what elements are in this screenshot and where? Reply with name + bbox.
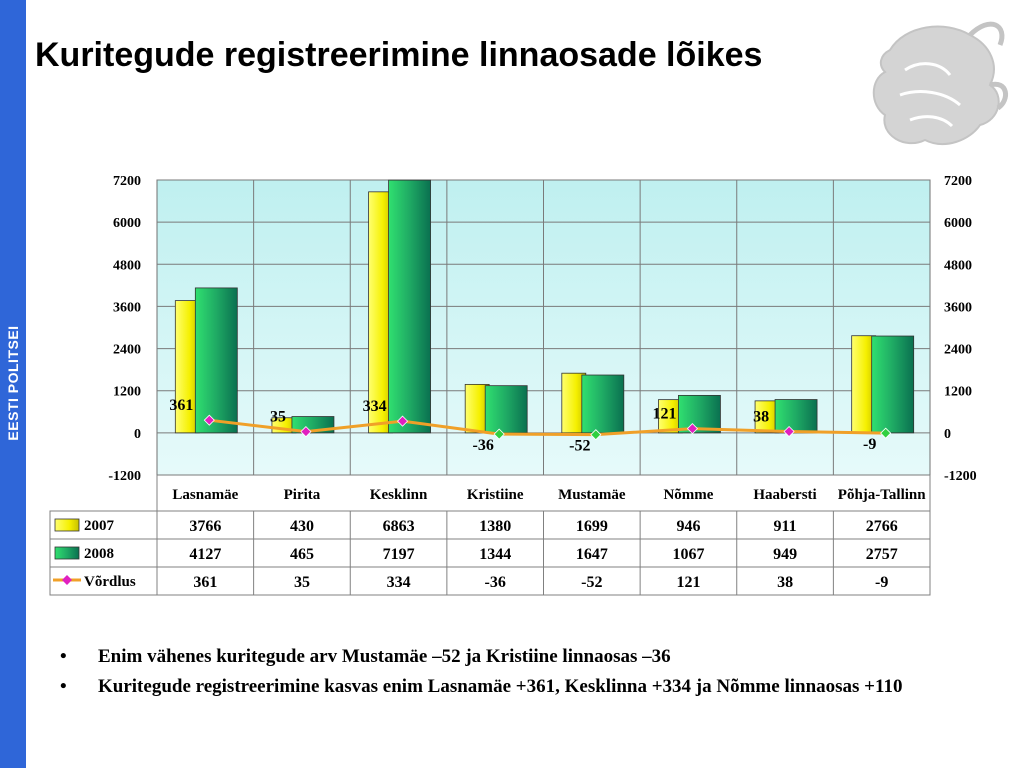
y-tick-label-left: -1200 xyxy=(108,469,141,484)
table-cell: 3766 xyxy=(189,518,221,535)
point-vordlus xyxy=(880,427,892,439)
y-tick-label-left: 7200 xyxy=(113,174,141,189)
bullet-item: Enim vähenes kuritegude arv Mustamäe –52… xyxy=(60,645,960,669)
series-line-vordlus xyxy=(209,418,886,437)
y-tick-label-right: 3600 xyxy=(944,300,972,315)
bar-2008 xyxy=(678,394,721,434)
legend-label-vordlus: Võrdlus xyxy=(84,574,136,590)
category-label: Mustamäe xyxy=(558,487,626,503)
y-tick-label-right: 7200 xyxy=(944,174,972,189)
y-tick-label-left: 6000 xyxy=(113,216,141,231)
point-vordlus xyxy=(493,428,505,440)
table-cell: 35 xyxy=(294,574,310,591)
y-tick-label-left: 0 xyxy=(134,427,141,442)
legend-label-2008: 2008 xyxy=(84,546,114,562)
table-cell: -52 xyxy=(581,574,602,591)
point-vordlus xyxy=(203,414,215,426)
table-cell: 334 xyxy=(387,574,411,591)
category-label: Põhja-Tallinn xyxy=(838,487,926,503)
table-cell: 465 xyxy=(290,546,314,563)
table-cell: 911 xyxy=(774,518,797,535)
table-cell: 430 xyxy=(290,518,314,535)
table-cell: 1344 xyxy=(479,546,511,563)
table-cell: 2757 xyxy=(866,546,898,563)
bar-2008 xyxy=(388,179,431,434)
legend-key-vordlus-marker xyxy=(62,575,72,585)
table-cell: 38 xyxy=(777,574,793,591)
table-cell: 1067 xyxy=(672,546,704,563)
category-label: Lasnamäe xyxy=(172,487,238,503)
y-tick-label-left: 4800 xyxy=(113,258,141,273)
table-cell: 1380 xyxy=(479,518,511,535)
y-tick-label-left: 2400 xyxy=(113,343,141,358)
y-tick-label-right: 0 xyxy=(944,427,951,442)
point-vordlus xyxy=(783,425,795,438)
table-cell: 4127 xyxy=(189,546,221,563)
page-title: Kuritegude registreerimine linnaosade lõ… xyxy=(35,36,763,74)
table-cell: 2766 xyxy=(866,518,898,535)
legend-label-2007: 2007 xyxy=(84,518,115,534)
y-tick-label-right: -1200 xyxy=(944,469,977,484)
bar-2008 xyxy=(484,385,528,434)
legend-key-2008 xyxy=(54,546,80,560)
data-label: 38 xyxy=(753,409,769,426)
legend-key-2007 xyxy=(54,518,80,532)
point-vordlus xyxy=(590,429,602,441)
point-vordlus xyxy=(396,415,409,427)
table-cell: 1699 xyxy=(576,518,608,535)
lion-logo-icon xyxy=(872,21,1008,145)
y-tick-label-right: 6000 xyxy=(944,216,972,231)
category-label: Kesklinn xyxy=(370,487,428,503)
category-label: Nõmme xyxy=(663,487,713,503)
bar-2008 xyxy=(581,374,625,434)
point-vordlus xyxy=(686,423,699,435)
table-cell: 7197 xyxy=(383,546,415,563)
data-label: -36 xyxy=(473,437,494,454)
point-vordlus xyxy=(300,426,312,438)
data-label: -9 xyxy=(863,436,876,453)
table-cell: 946 xyxy=(676,518,700,535)
data-label: 361 xyxy=(169,397,193,414)
category-label: Pirita xyxy=(284,487,321,503)
table-cell: 361 xyxy=(193,574,217,591)
y-tick-label-right: 4800 xyxy=(944,258,972,273)
table-cell: 1647 xyxy=(576,546,608,563)
table-cell: -9 xyxy=(875,574,888,591)
sidebar: EESTI POLITSEI xyxy=(0,0,26,768)
bar-2008 xyxy=(774,399,818,434)
table-cell: 6863 xyxy=(383,518,415,535)
data-table xyxy=(49,510,931,596)
table-cell: -36 xyxy=(485,574,506,591)
category-label: Haabersti xyxy=(753,487,816,503)
crime-chart: 7200 7200 6000 6000 4800 4800 3600 3600 2400 2400… xyxy=(49,174,977,596)
table-cell: 121 xyxy=(676,574,700,591)
category-label: Kristiine xyxy=(467,487,524,503)
y-tick-label-right: 2400 xyxy=(944,343,972,358)
data-label: 121 xyxy=(652,406,676,423)
bar-2008 xyxy=(194,287,238,434)
bar-2008 xyxy=(871,335,915,434)
data-label: -52 xyxy=(569,438,590,455)
y-tick-label-left: 1200 xyxy=(113,385,141,400)
bullet-list: Enim vähenes kuritegude arv Mustamäe –52… xyxy=(60,645,960,705)
y-tick-label-left: 3600 xyxy=(113,300,141,315)
table-cell: 949 xyxy=(773,546,797,563)
data-label: 35 xyxy=(270,409,286,426)
bullet-item: Kuritegude registreerimine kasvas enim L… xyxy=(60,675,960,699)
y-tick-label-right: 1200 xyxy=(944,385,972,400)
data-label: 334 xyxy=(363,398,387,415)
